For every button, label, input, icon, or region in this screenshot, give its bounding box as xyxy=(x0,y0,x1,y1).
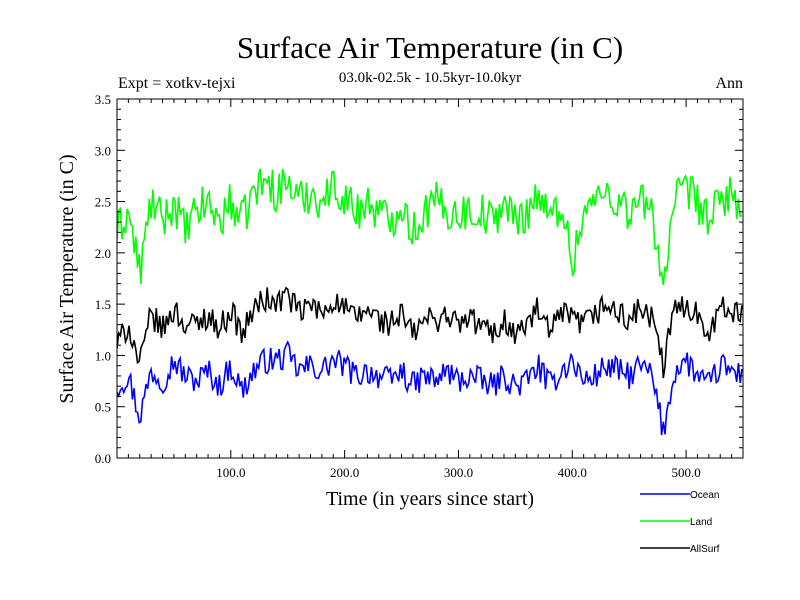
y-axis-label: Surface Air Temperature (in C) xyxy=(56,154,78,403)
x-tick-label: 100.0 xyxy=(216,465,245,480)
series-line-land xyxy=(117,168,743,286)
legend: Ocean Land AllSurf xyxy=(640,490,720,555)
experiment-label: Expt = xotkv-tejxi xyxy=(118,75,236,92)
season-label: Ann xyxy=(715,75,743,92)
x-tick-label: 500.0 xyxy=(671,465,700,480)
chart-subtitle: 03.0k-02.5k - 10.5kyr-10.0kyr xyxy=(339,70,521,86)
y-tick-label: 1.0 xyxy=(95,348,111,363)
legend-label-allsurf: AllSurf xyxy=(690,544,720,555)
legend-label-land: Land xyxy=(690,517,712,528)
x-tick-label: 200.0 xyxy=(330,465,359,480)
legend-label-ocean: Ocean xyxy=(690,490,719,501)
series-line-ocean xyxy=(117,340,743,436)
plot-frame xyxy=(116,98,744,459)
x-tick-label: 400.0 xyxy=(558,465,587,480)
x-tick-label: 300.0 xyxy=(444,465,473,480)
y-tick-label: 2.5 xyxy=(95,195,111,210)
y-tick-label: 0.5 xyxy=(95,400,111,415)
y-tick-label: 1.5 xyxy=(95,297,111,312)
x-axis-label: Time (in years since start) xyxy=(326,488,534,510)
series-layer xyxy=(117,168,743,436)
y-tick-label: 3.5 xyxy=(95,92,111,107)
chart-title: Surface Air Temperature (in C) xyxy=(237,30,623,65)
y-tick-label: 2.0 xyxy=(95,246,111,261)
series-line-allsurf xyxy=(117,286,743,379)
ticks-layer: 100.0 200.0 300.0 400.0 500.0 0.0 0.5 1.0 1.5 2.0… xyxy=(95,92,743,480)
y-tick-label: 3.0 xyxy=(95,143,111,158)
y-tick-label: 0.0 xyxy=(95,451,111,466)
